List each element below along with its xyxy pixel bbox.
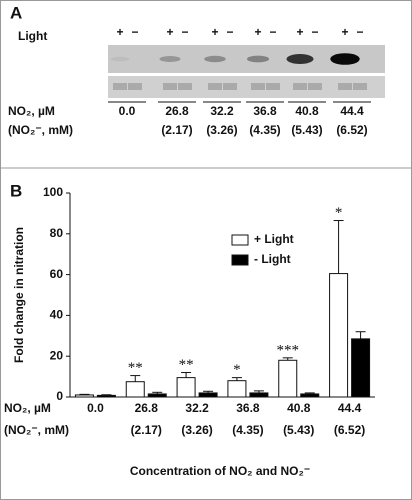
x-tick-label: 32.2: [185, 401, 209, 415]
x-tick-label: 26.8: [135, 401, 159, 415]
bar: [278, 359, 298, 398]
loading-band: [208, 83, 222, 90]
concentration: 36.8: [253, 104, 277, 118]
light-sign: −: [311, 25, 318, 39]
y-tick-label: 20: [50, 348, 64, 362]
bar: [176, 377, 196, 398]
light-sign: +: [211, 25, 218, 39]
loading-band: [223, 83, 237, 90]
y-tick-label: 0: [56, 389, 63, 403]
light-sign: −: [181, 25, 188, 39]
loading-band: [113, 83, 127, 90]
light-sign: +: [341, 25, 348, 39]
loading-strip: [108, 76, 385, 98]
bar: [227, 380, 247, 398]
light-sign: −: [356, 25, 363, 39]
loading-band: [163, 83, 177, 90]
x-tick-label: 36.8: [236, 401, 260, 415]
concentration-mm: (3.26): [206, 123, 237, 137]
loading-band: [251, 83, 265, 90]
loading-band: [178, 83, 192, 90]
legend-label: - Light: [254, 252, 291, 266]
row-label: NO₂, µM: [8, 104, 55, 118]
significance: *: [233, 362, 241, 378]
concentration-mm: (6.52): [336, 123, 367, 137]
panel-label: B: [10, 181, 22, 200]
light-sign: −: [226, 25, 233, 39]
bar: [125, 381, 145, 398]
nitration-band: [286, 54, 314, 64]
bar: [147, 393, 167, 398]
significance: **: [128, 360, 143, 376]
loading-band: [266, 83, 280, 90]
x-tick-label: 44.4: [338, 401, 362, 415]
bar: [300, 393, 320, 398]
significance: ***: [277, 342, 300, 358]
significance: *: [335, 205, 343, 221]
nitration-band: [159, 56, 181, 62]
light-sign: −: [131, 25, 138, 39]
loading-band: [128, 83, 142, 90]
x-tick-label: 0.0: [87, 401, 104, 415]
concentration: 26.8: [165, 104, 189, 118]
y-tick-label: 100: [43, 185, 63, 199]
y-tick-label: 40: [50, 308, 64, 322]
x-sub-label: (2.17): [131, 423, 162, 437]
y-tick-label: 80: [50, 226, 64, 240]
loading-band: [293, 83, 307, 90]
concentration-mm: (5.43): [291, 123, 322, 137]
row-label: NO₂, µM: [4, 401, 51, 415]
bar: [329, 273, 349, 398]
loading-band: [338, 83, 352, 90]
bar: [198, 392, 218, 398]
row-label: (NO₂⁻, mM): [8, 123, 73, 137]
nitration-band: [204, 55, 226, 63]
nitration-band: [330, 53, 360, 65]
light-sign: +: [254, 25, 261, 39]
bar: [249, 392, 269, 398]
concentration: 32.2: [210, 104, 234, 118]
x-tick-label: 40.8: [287, 401, 311, 415]
concentration: 44.4: [340, 104, 364, 118]
legend-label: + Light: [254, 232, 294, 246]
concentration-mm: (2.17): [161, 123, 192, 137]
panel-label: A: [10, 3, 22, 22]
x-sub-label: (6.52): [334, 423, 365, 437]
nitration-band: [246, 55, 270, 63]
legend-swatch: [231, 254, 249, 266]
light-sign: +: [296, 25, 303, 39]
bar: [351, 338, 371, 398]
concentration: 0.0: [119, 104, 136, 118]
light-sign: +: [116, 25, 123, 39]
significance: **: [179, 357, 194, 373]
row-label: (NO₂⁻, mM): [4, 423, 69, 437]
loading-band: [353, 83, 367, 90]
concentration: 40.8: [295, 104, 319, 118]
bar: [96, 394, 116, 398]
legend-swatch: [231, 234, 249, 246]
y-tick-label: 60: [50, 267, 64, 281]
loading-band: [308, 83, 322, 90]
light-sign: +: [166, 25, 173, 39]
x-axis-title: Concentration of NO₂ and NO₂⁻: [130, 464, 310, 478]
bar: [74, 394, 94, 398]
concentration-mm: (4.35): [249, 123, 280, 137]
nitration-band: [110, 56, 130, 62]
x-sub-label: (4.35): [232, 423, 263, 437]
light-sign: −: [269, 25, 276, 39]
y-axis-title: Fold change in nitration: [12, 227, 26, 363]
x-sub-label: (3.26): [181, 423, 212, 437]
light-label: Light: [18, 29, 47, 43]
x-sub-label: (5.43): [283, 423, 314, 437]
